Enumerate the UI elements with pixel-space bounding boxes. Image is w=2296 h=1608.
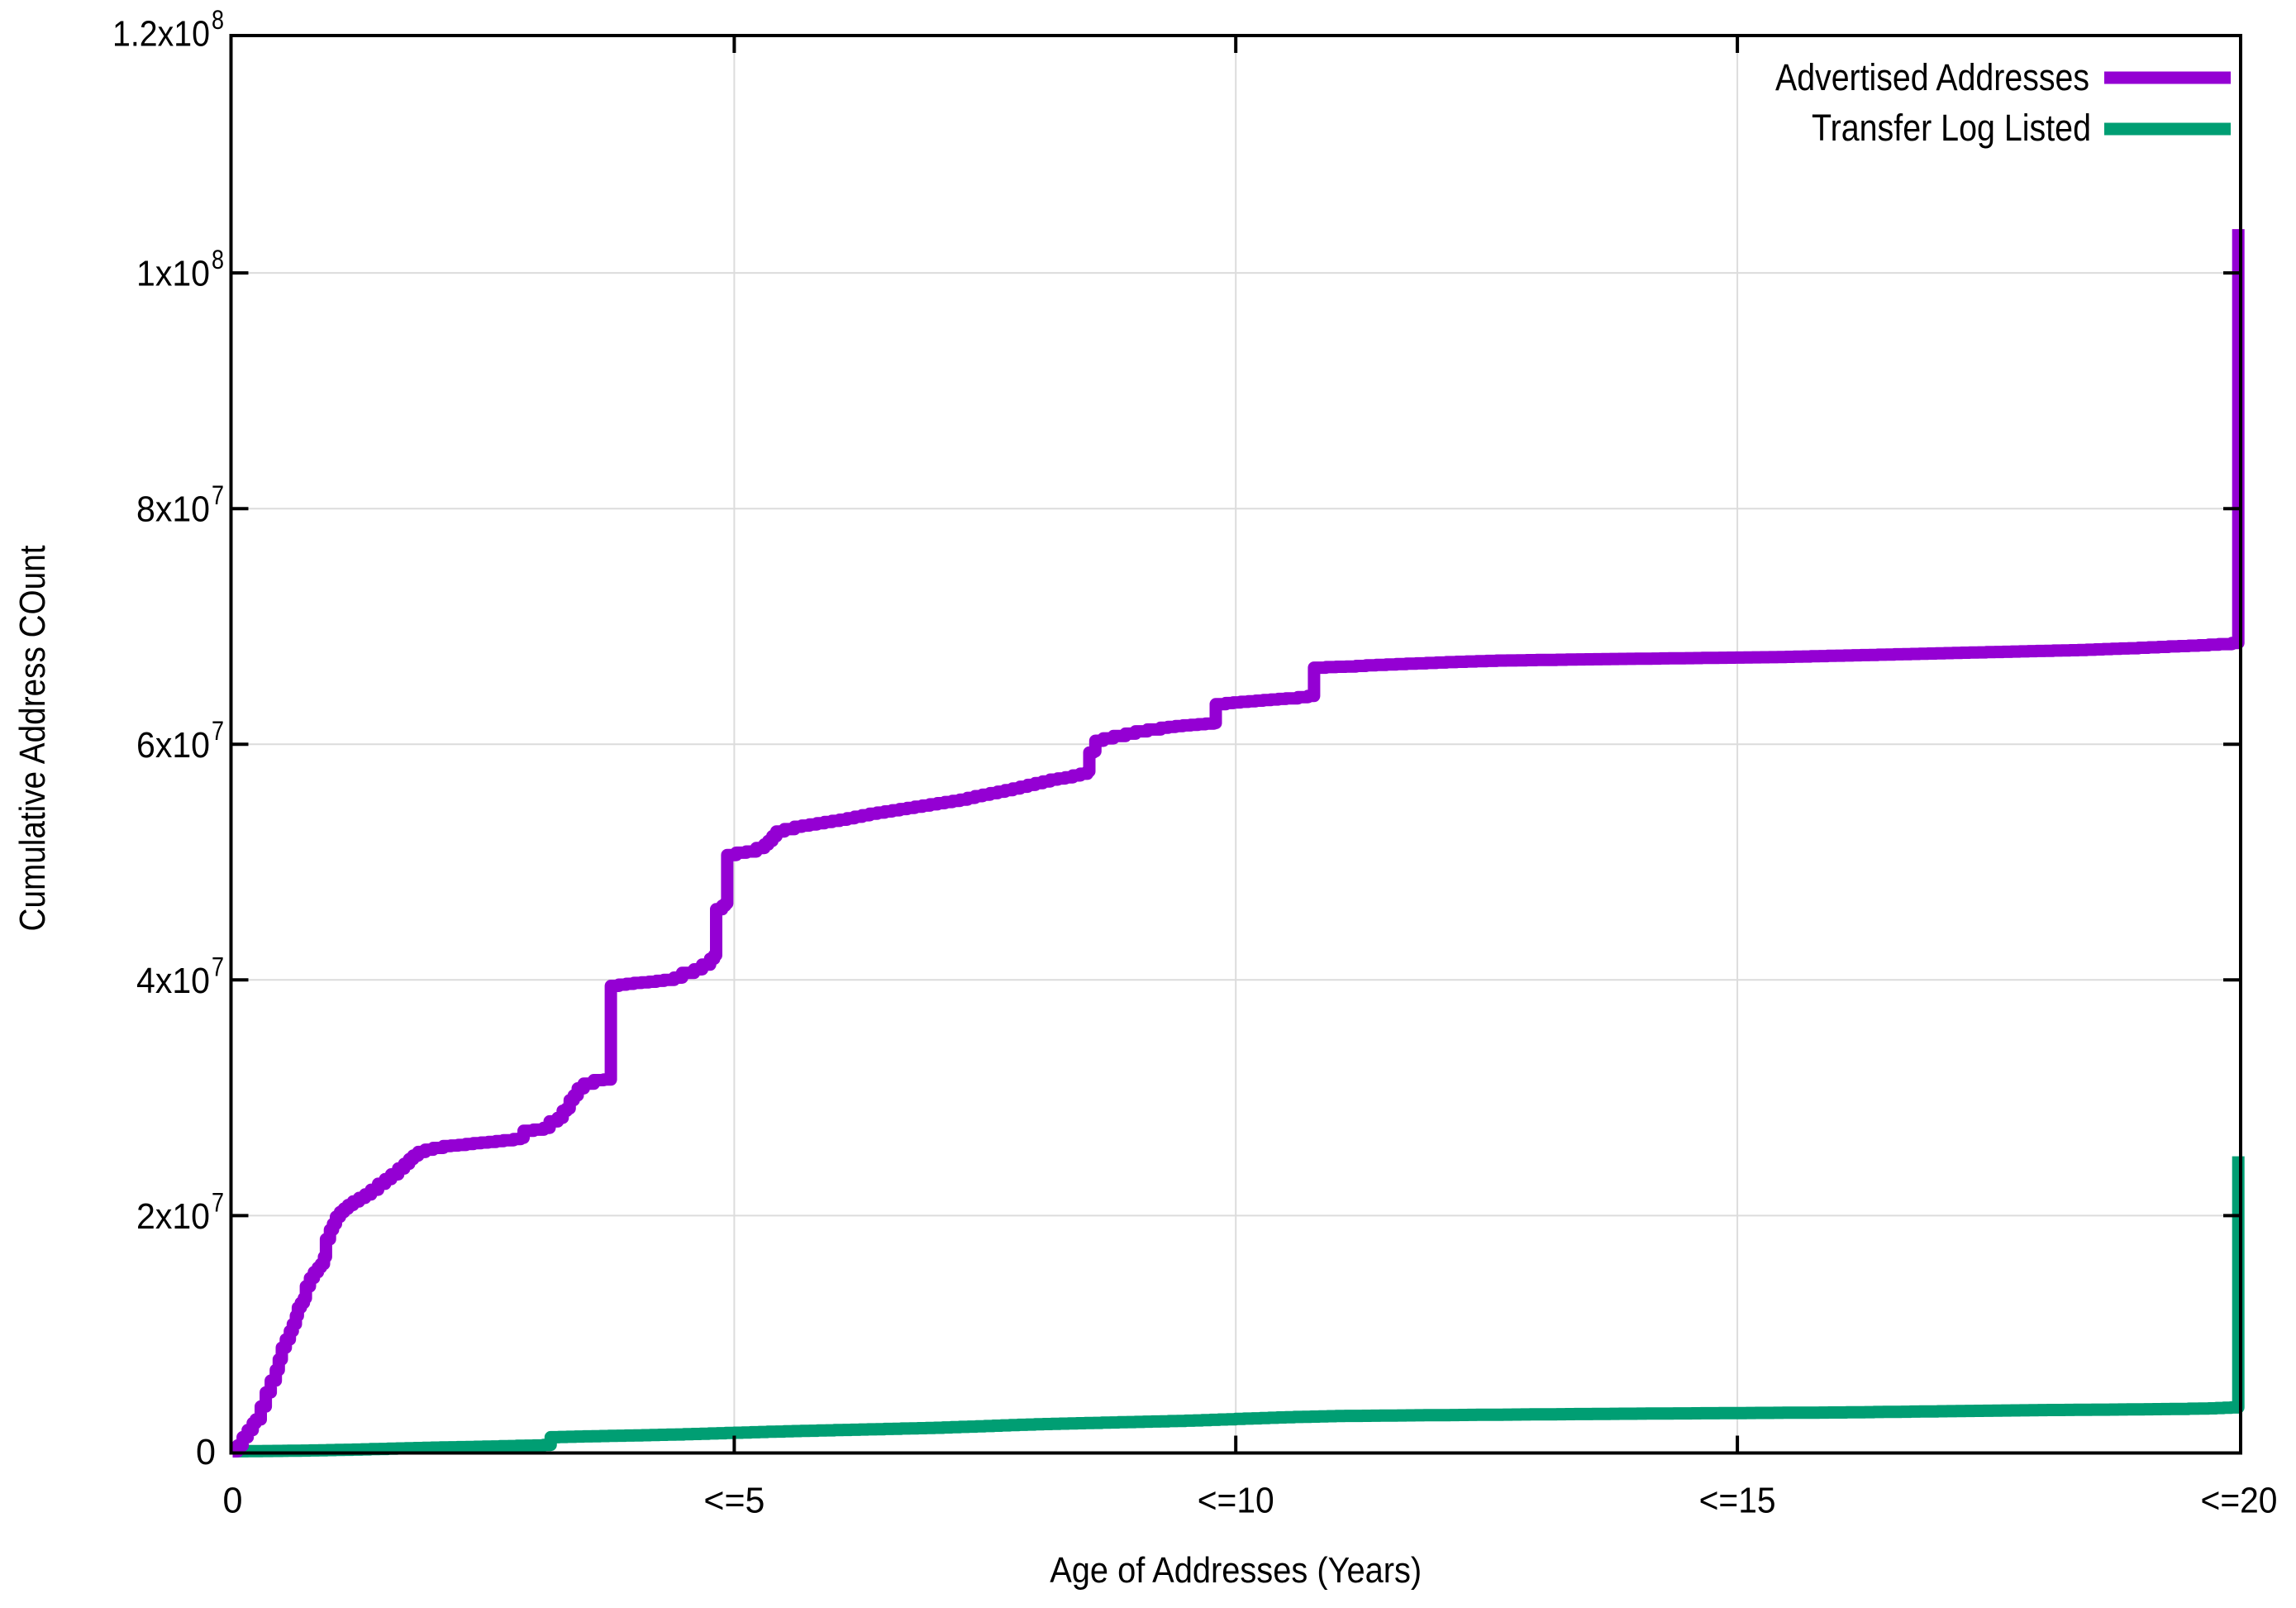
svg-text:1.2x10: 1.2x10	[112, 14, 210, 55]
svg-text:8: 8	[212, 5, 224, 35]
svg-text:8x10: 8x10	[136, 489, 210, 530]
svg-text:4x10: 4x10	[136, 961, 210, 1001]
svg-text:2x10: 2x10	[136, 1196, 210, 1237]
svg-text:7: 7	[212, 716, 224, 746]
svg-text:6x10: 6x10	[136, 725, 210, 766]
svg-text:7: 7	[212, 952, 224, 981]
svg-text:Age of Addresses (Years): Age of Addresses (Years)	[1050, 1550, 1422, 1591]
svg-text:7: 7	[212, 1187, 224, 1217]
svg-text:7: 7	[212, 480, 224, 510]
svg-text:<=5: <=5	[703, 1481, 765, 1521]
svg-text:0: 0	[196, 1432, 216, 1472]
svg-text:Transfer Log Listed: Transfer Log Listed	[1812, 107, 2091, 149]
svg-text:8: 8	[212, 245, 224, 274]
svg-text:0: 0	[223, 1481, 243, 1521]
svg-text:<=20: <=20	[2201, 1481, 2278, 1521]
svg-text:1x10: 1x10	[136, 254, 210, 294]
svg-text:Cumulative Address COunt: Cumulative Address COunt	[12, 546, 53, 932]
svg-text:Advertised Addresses: Advertised Addresses	[1775, 56, 2089, 98]
svg-text:<=15: <=15	[1699, 1481, 1776, 1521]
svg-text:<=10: <=10	[1198, 1481, 1274, 1521]
